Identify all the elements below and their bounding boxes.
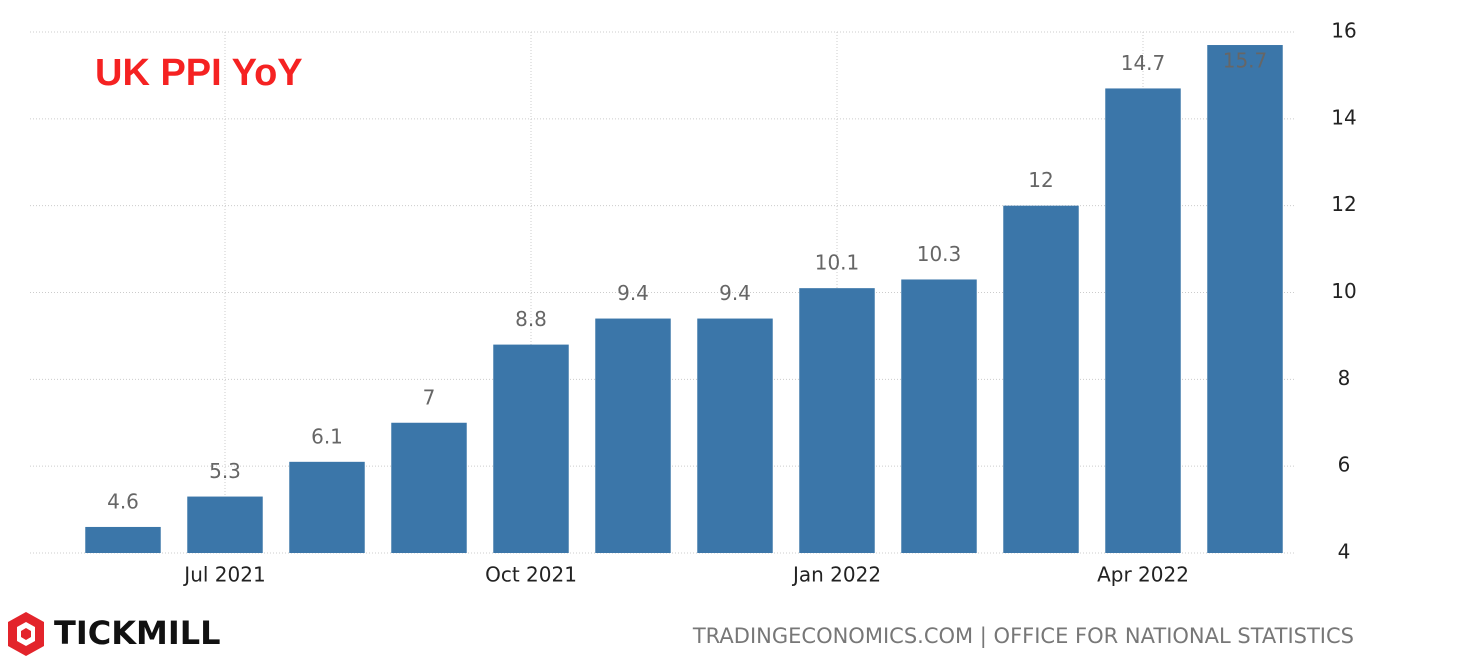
bar (595, 318, 671, 553)
y-tick-label: 12 (1331, 192, 1356, 216)
bar (697, 318, 773, 553)
logo-icon-core (21, 628, 31, 640)
bar (391, 422, 467, 553)
y-tick-label: 4 (1338, 540, 1351, 564)
value-label: 9.4 (617, 281, 649, 305)
bar (85, 526, 161, 553)
bar (187, 496, 263, 553)
x-tick-label: Jan 2022 (791, 563, 881, 587)
value-label: 12 (1028, 168, 1053, 192)
value-label: 4.6 (107, 489, 139, 513)
brand: TICKMILL (54, 614, 221, 652)
value-label: 10.1 (815, 251, 860, 275)
bar (289, 461, 365, 553)
value-label: 6.1 (311, 424, 343, 448)
bar (1207, 45, 1283, 554)
bar (901, 279, 977, 553)
chart-title: UK PPI YoY (95, 52, 303, 94)
value-label: 7 (423, 385, 436, 409)
y-tick-label: 14 (1331, 105, 1356, 129)
value-label: 8.8 (515, 307, 547, 331)
value-label: 14.7 (1121, 51, 1166, 75)
bar (493, 344, 569, 553)
x-tick-label: Jul 2021 (182, 563, 265, 587)
y-tick-label: 6 (1338, 453, 1351, 477)
y-tick-label: 10 (1331, 279, 1356, 303)
value-label: 15.7 (1223, 49, 1268, 73)
bar (1105, 88, 1181, 554)
source: TRADINGECONOMICS.COM | OFFICE FOR NATION… (692, 624, 1354, 649)
y-tick-label: 16 (1331, 19, 1356, 43)
x-tick-label: Apr 2022 (1097, 563, 1189, 587)
y-tick-label: 8 (1338, 366, 1351, 390)
bar (1003, 205, 1079, 553)
value-label: 9.4 (719, 281, 751, 305)
logo: TICKMILL (8, 612, 221, 656)
value-label: 5.3 (209, 459, 241, 483)
x-tick-label: Oct 2021 (485, 563, 577, 587)
value-label: 10.3 (917, 242, 962, 266)
bar (799, 288, 875, 553)
